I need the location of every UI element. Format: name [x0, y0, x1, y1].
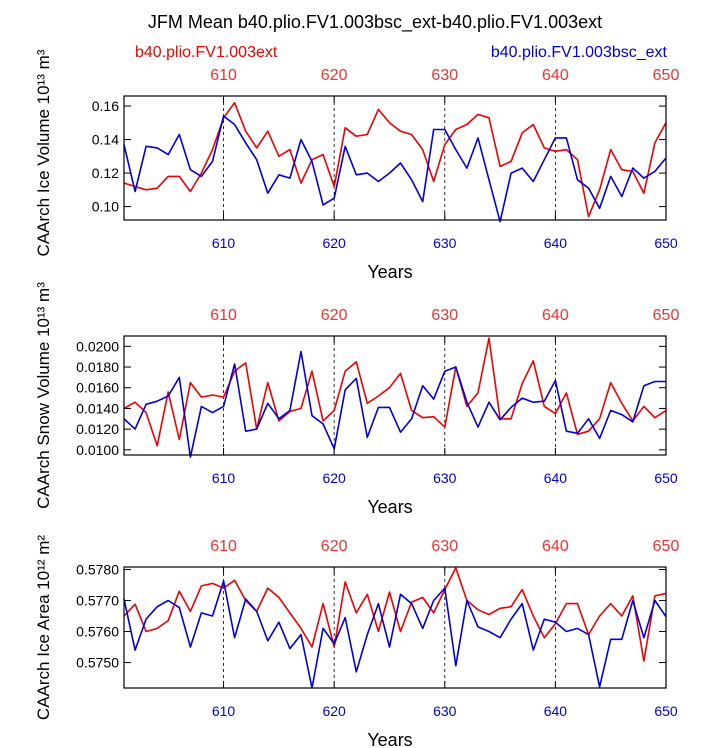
xtick-label-bottom: 610: [212, 703, 236, 719]
ytick-label: 0.5770: [76, 593, 119, 609]
ytick-label: 0.0140: [76, 400, 119, 416]
xtick-label-top: 650: [653, 538, 680, 555]
x-axis-label: Years: [367, 730, 412, 748]
xtick-label-top: 610: [210, 538, 237, 555]
xtick-label-bottom: 620: [322, 235, 346, 251]
xtick-label-top: 640: [542, 538, 569, 555]
xtick-label-top: 630: [431, 538, 458, 555]
series-line-red: [123, 101, 667, 218]
x-axis-label: Years: [367, 262, 412, 282]
series-line-blue: [123, 580, 667, 689]
xtick-label-bottom: 640: [544, 235, 568, 251]
xtick-label-bottom: 610: [212, 235, 236, 251]
plot-frame: [123, 335, 667, 456]
xtick-label-bottom: 640: [544, 470, 568, 486]
panels: 0.10 0.12 0.14 0.16 610 610 620 620 630 630 640 640…: [34, 49, 679, 748]
xtick-label-bottom: 650: [654, 470, 678, 486]
xtick-label-top: 650: [653, 67, 680, 84]
panel-1: 0.10 0.12 0.14 0.16 610 610 620 620 630 630 640 640…: [34, 49, 679, 282]
xtick-label-top: 610: [210, 307, 237, 324]
ytick-label: 0.5760: [76, 624, 119, 640]
plot-frame: [123, 566, 667, 689]
ytick-label: 0.0160: [76, 380, 119, 396]
y-axis-label: CAArch Ice Volume 10¹³ m³: [34, 49, 53, 256]
series-line-red: [123, 337, 667, 447]
xtick-label-top: 640: [542, 307, 569, 324]
xtick-label-top: 620: [321, 67, 348, 84]
series-line-blue: [123, 350, 666, 458]
xtick-label-top: 650: [653, 307, 680, 324]
ytick-label: 0.12: [92, 165, 119, 181]
ytick-label: 0.0100: [76, 442, 119, 458]
y-axis-label: CAArch Snow Volume 10¹³ m³: [34, 282, 53, 509]
legend-red-series: b40.plio.FV1.003ext: [135, 44, 278, 61]
xtick-label-bottom: 630: [433, 235, 457, 251]
plot-frame: [123, 95, 667, 221]
xtick-label-top: 630: [431, 67, 458, 84]
ytick-label: 0.16: [92, 98, 119, 114]
ytick-label: 0.5780: [76, 561, 119, 577]
xtick-label-bottom: 650: [654, 703, 678, 719]
panel-3: 0.5750 0.5760 0.5770 0.5780 610 610 620 620 630 6…: [34, 535, 679, 748]
ytick-label: 0.5750: [76, 655, 119, 671]
xtick-label-bottom: 650: [654, 235, 678, 251]
chart-title: JFM Mean b40.plio.FV1.003bsc_ext-b40.pli…: [148, 12, 602, 33]
series-line-blue: [123, 115, 667, 223]
series-line-red: [123, 567, 667, 662]
xtick-label-top: 640: [542, 67, 569, 84]
xtick-label-bottom: 630: [433, 470, 457, 486]
xtick-label-bottom: 640: [544, 703, 568, 719]
xtick-label-top: 620: [321, 538, 348, 555]
xtick-label-top: 630: [431, 307, 458, 324]
y-axis-label: CAArch Ice Area 10¹² m²: [34, 535, 53, 721]
legend-blue-series: b40.plio.FV1.003bsc_ext: [491, 44, 668, 61]
xtick-label-bottom: 610: [212, 470, 236, 486]
xtick-label-top: 610: [210, 67, 237, 84]
ytick-label: 0.0120: [76, 421, 119, 437]
xtick-label-bottom: 620: [322, 470, 346, 486]
xtick-label-bottom: 630: [433, 703, 457, 719]
panel-2: 0.0100 0.0120 0.0140 0.0160 0.0180 0.0200 610 6…: [34, 282, 679, 517]
ytick-label: 0.10: [92, 199, 119, 215]
ytick-label: 0.14: [92, 132, 119, 148]
xtick-label-top: 620: [321, 307, 348, 324]
xtick-label-bottom: 620: [322, 703, 346, 719]
x-axis-label: Years: [367, 497, 412, 517]
ytick-label: 0.0180: [76, 359, 119, 375]
ytick-label: 0.0200: [76, 338, 119, 354]
